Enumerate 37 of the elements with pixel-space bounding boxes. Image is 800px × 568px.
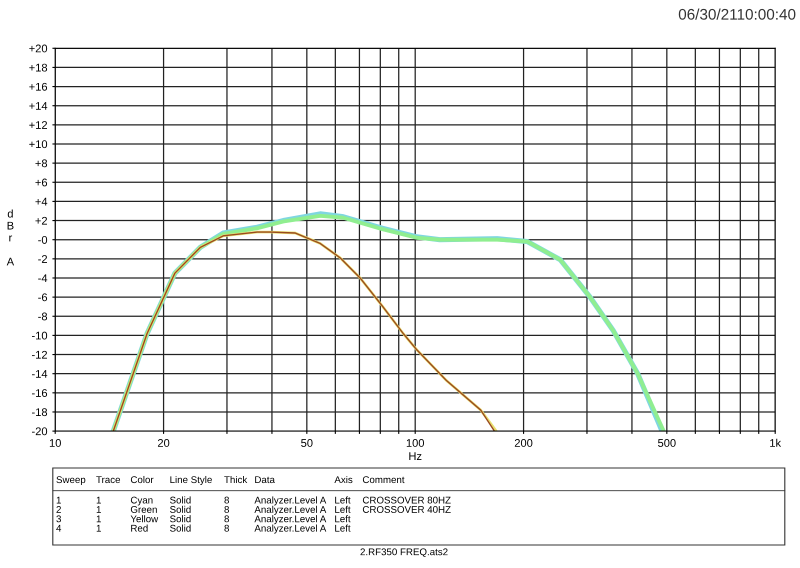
x-tick-label: 100 — [406, 439, 424, 447]
y-tick-label: +4 — [35, 198, 48, 206]
y-tick-label: +14 — [29, 102, 48, 110]
x-tick-label: 200 — [514, 439, 532, 447]
y-tick-label: -16 — [32, 389, 48, 397]
x-tick-label: 20 — [158, 439, 170, 447]
y-tick-label: +18 — [29, 64, 48, 72]
text: 06/30/2110:00:40 — [678, 8, 796, 20]
y-tick-label: +16 — [29, 82, 48, 91]
x-tick-label: 1k — [770, 438, 782, 447]
y-tick-label: -10 — [32, 332, 48, 340]
y-tick-label: +6 — [35, 178, 48, 186]
text: Sweep Trace Color Line Style Thick Data Axis Comment — [56, 476, 404, 486]
text: 3 1 Yellow Solid 8 Analyzer.Level A Left — [56, 515, 351, 524]
y-tick-label: +2 — [35, 216, 48, 225]
y-tick-label: -8 — [38, 312, 48, 320]
y-tick-label: +20 — [29, 44, 48, 52]
x-tick-label: 50 — [301, 439, 313, 447]
y-tick-label: -6 — [38, 293, 48, 302]
x-axis-title: Hz — [409, 452, 422, 460]
y-tick-label: +12 — [29, 121, 48, 129]
y-tick-label: -20 — [32, 427, 48, 436]
y-tick-label: -14 — [32, 370, 48, 378]
x-tick-label: 500 — [658, 439, 676, 447]
y-tick-label: -0 — [38, 236, 48, 244]
text: 4 1 Red Solid 8 Analyzer.Level A Left — [56, 524, 351, 534]
y-tick-label: -12 — [32, 350, 48, 359]
y-tick-label: -18 — [32, 408, 48, 416]
text: 2.RF350 FREQ.ats2 — [360, 548, 448, 558]
text: 2 1 Green Solid 8 Analyzer.Level A Left CROSSOVER 40HZ — [56, 506, 451, 515]
x-tick-label: 10 — [50, 439, 61, 447]
text: dBr A — [6, 209, 14, 266]
text: 1 1 Cyan Solid 8 Analyzer.Level A Left CROSSOVER 80HZ — [56, 496, 451, 506]
y-tick-label: -2 — [38, 255, 48, 263]
y-tick-label: -4 — [38, 274, 48, 282]
y-tick-label: +8 — [35, 159, 48, 168]
y-tick-label: +10 — [29, 140, 48, 148]
